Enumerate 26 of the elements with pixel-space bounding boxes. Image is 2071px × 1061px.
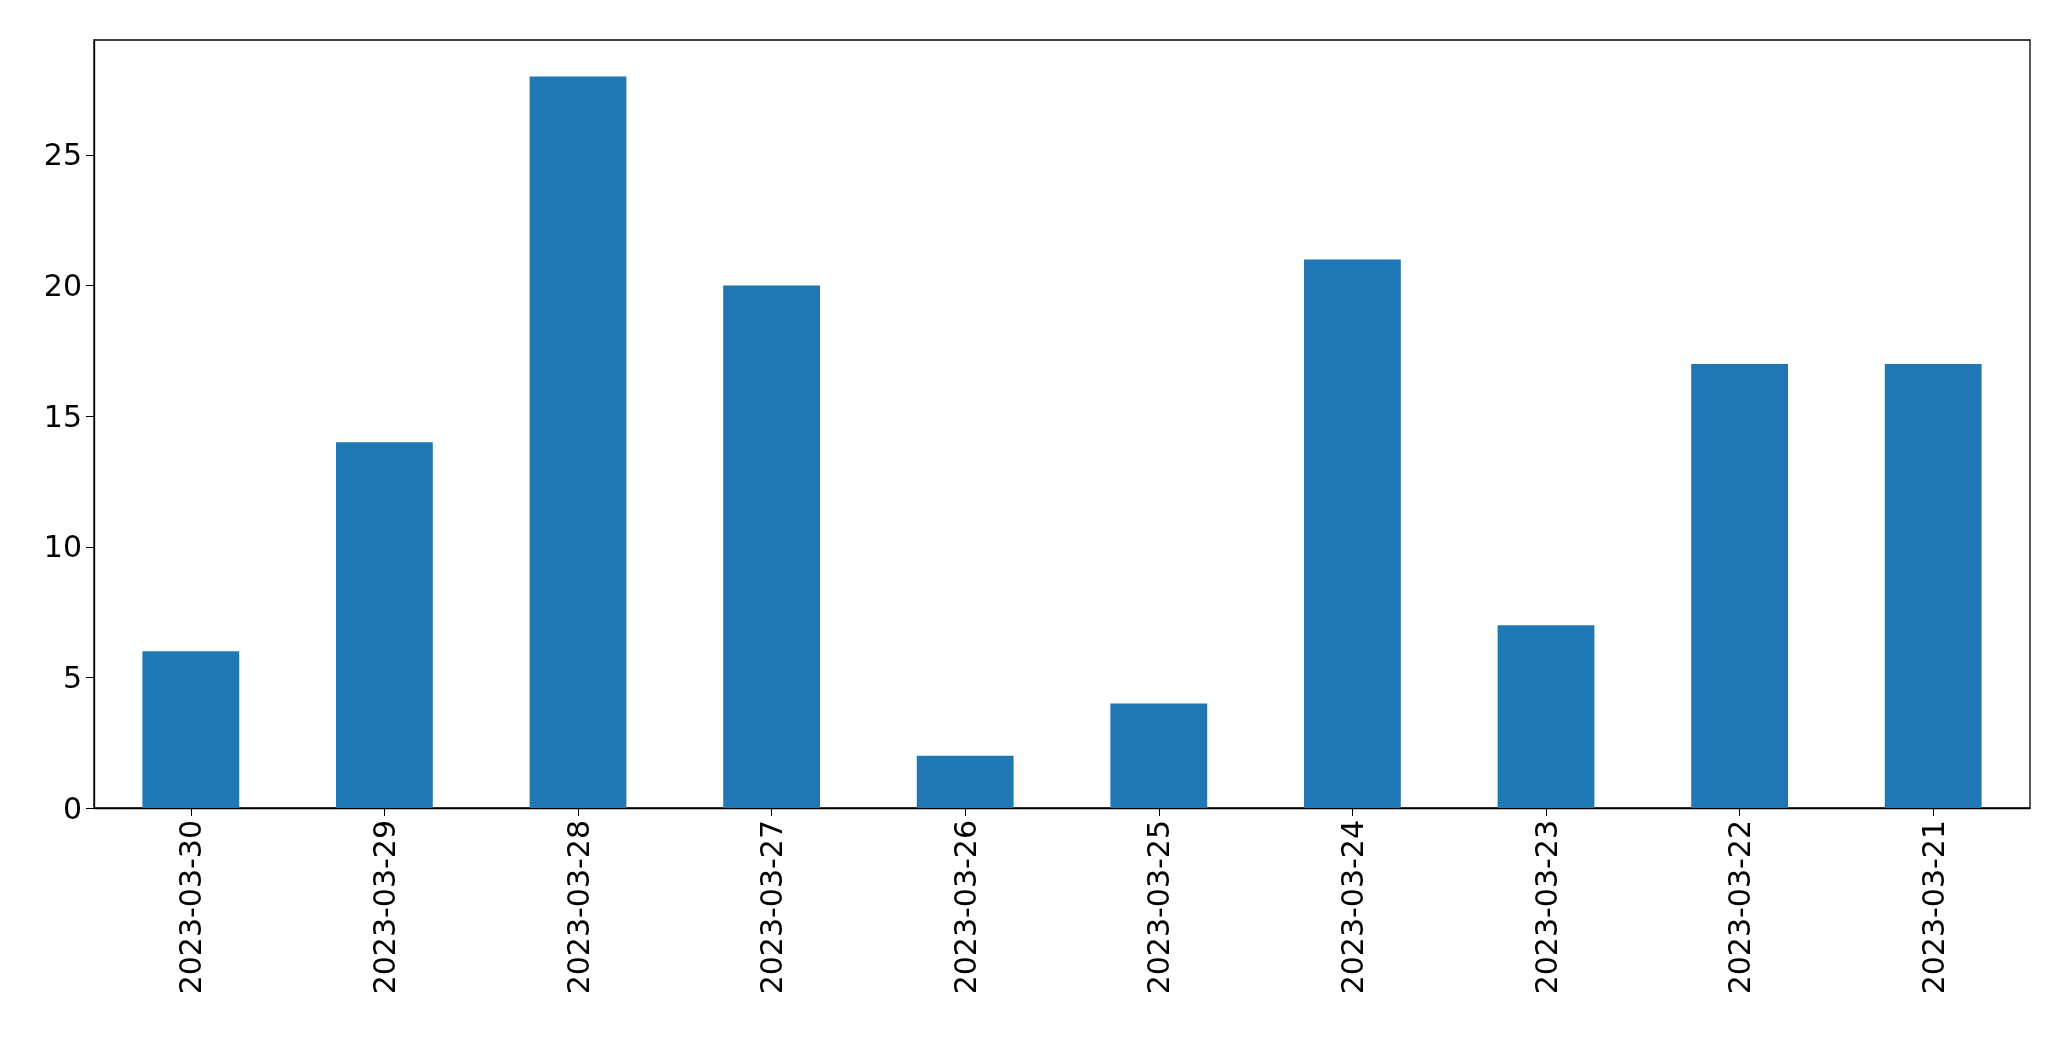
bar: [1110, 703, 1208, 808]
bar: [1304, 259, 1401, 808]
y-tick-label: 10: [43, 529, 82, 565]
y-tick-label: 25: [43, 137, 82, 173]
x-tick-label: 2023-03-27: [754, 820, 790, 995]
y-tick-label: 0: [62, 790, 82, 826]
x-tick-label: 2023-03-23: [1528, 820, 1564, 995]
y-tick-label: 5: [62, 659, 82, 695]
x-tick-label: 2023-03-30: [173, 820, 209, 995]
bar: [529, 76, 627, 808]
y-tick-label: 20: [43, 268, 82, 304]
bar: [916, 755, 1014, 808]
x-tick-label: 2023-03-24: [1334, 820, 1370, 995]
x-tick-label: 2023-03-22: [1722, 820, 1758, 995]
bar: [336, 442, 433, 808]
y-tick-label: 15: [43, 398, 82, 434]
x-tick-label: 2023-03-21: [1915, 820, 1951, 995]
x-tick-label: 2023-03-25: [1141, 820, 1177, 995]
x-tick-label: 2023-03-29: [366, 820, 402, 995]
bar: [1497, 625, 1595, 808]
bar: [142, 651, 240, 808]
bar: [1884, 363, 1982, 808]
bar: [723, 285, 820, 808]
bar: [1691, 363, 1788, 808]
x-tick-label: 2023-03-28: [560, 820, 596, 995]
x-tick-label: 2023-03-26: [947, 820, 983, 995]
